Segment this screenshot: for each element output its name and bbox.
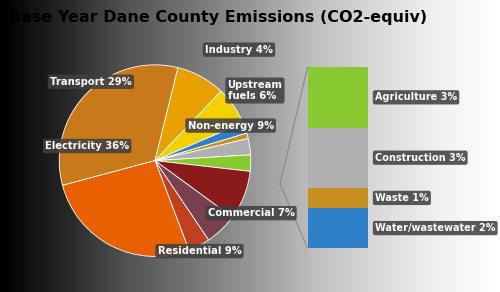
Text: Base Year Dane County Emissions (CO2-equiv): Base Year Dane County Emissions (CO2-equ… — [9, 10, 427, 25]
Text: Waste 1%: Waste 1% — [375, 193, 429, 203]
Text: Water/wastewater 2%: Water/wastewater 2% — [375, 223, 496, 233]
Text: Non-energy 9%: Non-energy 9% — [188, 121, 274, 131]
Wedge shape — [155, 155, 251, 171]
Text: Upstream
fuels 6%: Upstream fuels 6% — [228, 80, 282, 101]
Wedge shape — [155, 123, 247, 161]
Wedge shape — [155, 68, 221, 161]
Wedge shape — [155, 161, 232, 240]
Text: Transport 29%: Transport 29% — [50, 77, 132, 87]
Wedge shape — [155, 161, 250, 217]
Wedge shape — [155, 138, 250, 161]
Wedge shape — [62, 161, 189, 256]
Text: Construction 3%: Construction 3% — [375, 153, 466, 163]
Text: Agriculture 3%: Agriculture 3% — [375, 92, 457, 102]
Wedge shape — [155, 161, 208, 250]
Wedge shape — [155, 133, 248, 161]
Text: Commercial 7%: Commercial 7% — [208, 208, 294, 218]
Wedge shape — [59, 65, 178, 185]
Text: Residential 9%: Residential 9% — [158, 246, 242, 256]
Text: Industry 4%: Industry 4% — [205, 45, 273, 55]
Wedge shape — [155, 91, 243, 161]
Text: Electricity 36%: Electricity 36% — [45, 141, 129, 151]
